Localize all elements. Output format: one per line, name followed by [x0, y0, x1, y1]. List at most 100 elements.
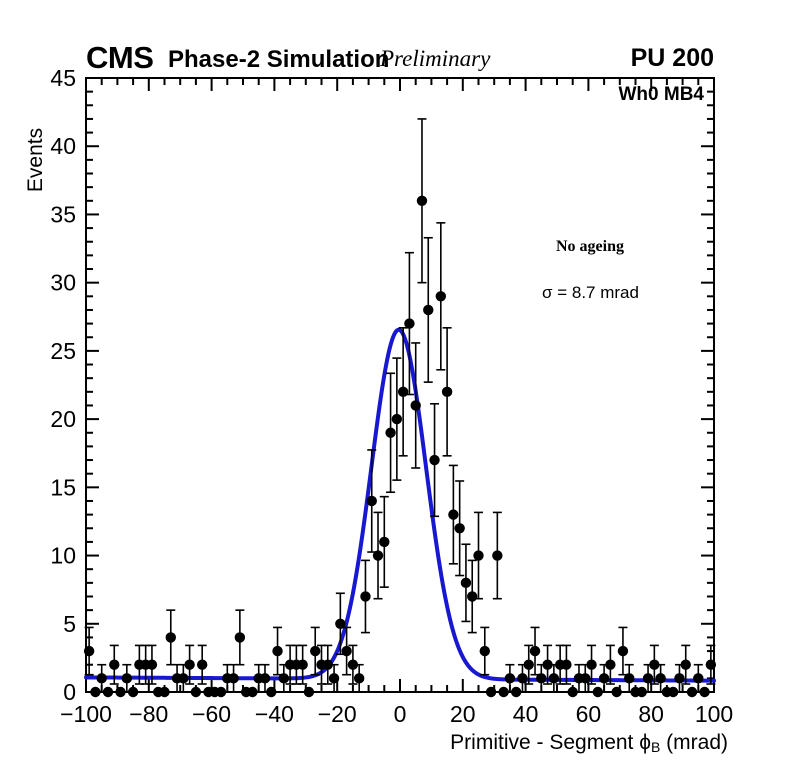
data-point [705, 659, 717, 670]
data-point [674, 673, 685, 684]
data-point [485, 686, 497, 698]
data-point [404, 318, 415, 329]
data-point [680, 659, 691, 670]
data-point [441, 386, 453, 398]
data-point [642, 673, 654, 684]
data-point [90, 686, 101, 698]
data-point [247, 686, 258, 698]
data-point [121, 673, 133, 684]
errorbar-group [84, 118, 716, 693]
data-point [592, 686, 604, 698]
data-point [353, 673, 365, 684]
data-point [655, 673, 666, 684]
data-point [624, 673, 635, 684]
data-point [473, 550, 484, 561]
data-point [310, 645, 321, 657]
x-tick-label: −100 [60, 701, 112, 727]
pileup-label: PU 200 [630, 44, 714, 72]
x-axis-title: Primitive - Segment ϕB (mrad) [450, 731, 728, 755]
data-point [410, 400, 421, 411]
data-point [102, 686, 114, 698]
data-point [341, 645, 352, 657]
chamber-label: Wh0 MB4 [618, 84, 705, 105]
x-tick-label: 100 [695, 701, 733, 727]
data-point [303, 686, 315, 698]
y-tick-label: 20 [50, 406, 76, 432]
y-tick-label: 5 [63, 611, 76, 637]
data-point [372, 550, 384, 561]
data-point [617, 645, 629, 657]
data-point [272, 645, 283, 657]
data-point [259, 673, 271, 684]
data-point [190, 686, 202, 698]
data-point [416, 195, 428, 206]
data-point [580, 673, 591, 684]
data-point [83, 645, 95, 657]
data-point [328, 673, 340, 684]
datapoint-group [83, 195, 717, 698]
data-point [699, 686, 710, 698]
data-point [686, 686, 698, 698]
preliminary-label: Preliminary [380, 46, 491, 71]
x-tick-label: 80 [638, 701, 664, 727]
data-point [693, 673, 704, 684]
data-point [178, 673, 189, 684]
data-point [517, 673, 528, 684]
x-tick-label: 0 [394, 701, 407, 727]
x-tick-label: −60 [192, 701, 231, 727]
x-tick-label: −80 [129, 701, 168, 727]
data-point [266, 686, 277, 698]
data-point [96, 673, 107, 684]
data-point [429, 454, 440, 466]
x-tick-label: 60 [576, 701, 602, 727]
data-point [504, 673, 516, 684]
data-point [598, 673, 610, 684]
data-point [322, 659, 333, 670]
x-tick-label: 40 [513, 701, 539, 727]
data-point [567, 686, 578, 698]
data-point [397, 386, 409, 398]
data-point [611, 686, 622, 698]
data-point [228, 673, 239, 684]
data-point [146, 659, 158, 670]
simulation-label: Phase-2 Simulation [168, 46, 390, 73]
data-point [460, 577, 472, 589]
data-point [548, 673, 560, 684]
y-tick-label: 45 [50, 65, 76, 91]
data-point [379, 536, 390, 548]
data-point [196, 659, 208, 670]
data-point [366, 495, 377, 507]
data-point [498, 686, 509, 698]
y-tick-label: 15 [50, 474, 76, 500]
data-point [391, 413, 403, 425]
data-point [605, 659, 616, 670]
fit-curve [84, 327, 716, 683]
ageing-label: No ageing [556, 238, 624, 255]
data-point [184, 659, 195, 670]
data-point [215, 686, 227, 698]
data-point [479, 645, 490, 657]
data-point [454, 523, 465, 534]
data-point [523, 659, 534, 670]
data-point [347, 659, 359, 670]
data-point [423, 304, 434, 316]
x-tick-label: −20 [318, 701, 357, 727]
data-point [586, 659, 597, 670]
data-point [385, 427, 396, 438]
data-point [435, 291, 447, 302]
data-point [636, 686, 647, 698]
data-point [649, 659, 660, 670]
data-point [115, 686, 126, 698]
data-point [492, 550, 503, 561]
data-point [234, 632, 246, 643]
cms-logo-text: CMS [86, 40, 154, 75]
x-tick-label: 20 [450, 701, 476, 727]
y-tick-label: 0 [63, 679, 76, 705]
data-point [529, 645, 541, 657]
y-tick-label: 10 [50, 543, 76, 569]
data-point [109, 659, 120, 670]
data-point [165, 632, 176, 643]
data-point [536, 673, 547, 684]
data-point [448, 509, 459, 520]
